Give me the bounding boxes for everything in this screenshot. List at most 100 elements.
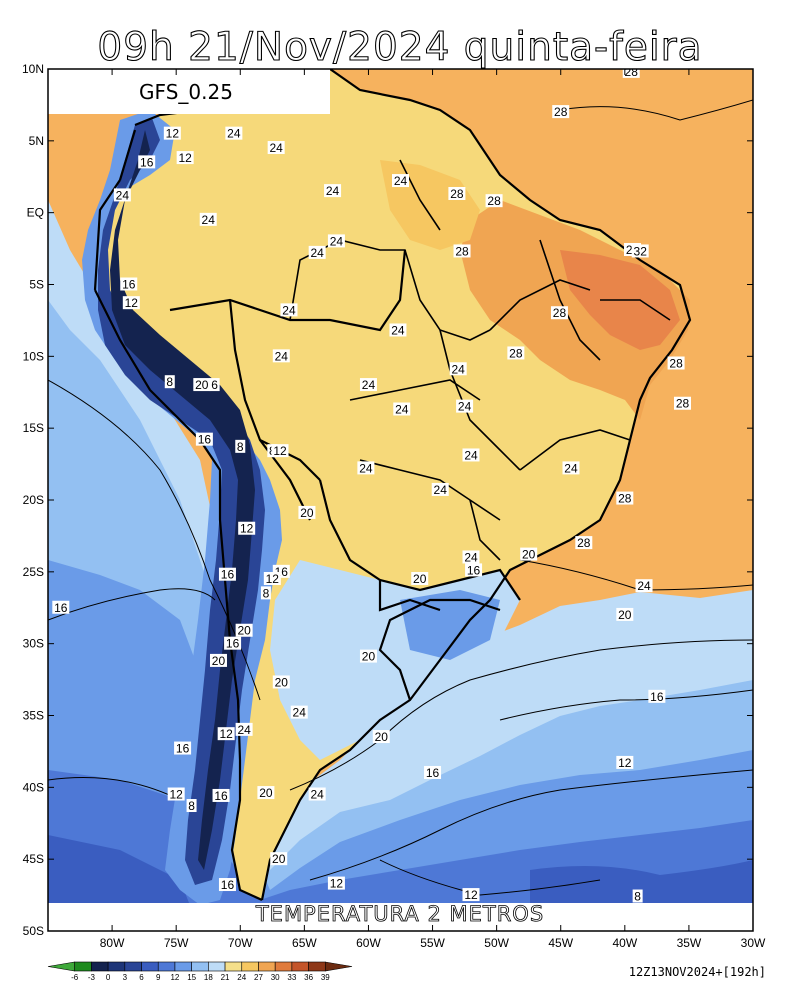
isotherm-label: 8 bbox=[237, 440, 244, 454]
isotherm-label: 24 bbox=[269, 141, 283, 155]
isotherm-label: 8 bbox=[634, 890, 641, 904]
isotherm-label: 16 bbox=[140, 155, 154, 169]
isotherm-label: 28 bbox=[577, 536, 591, 550]
colorbar-label: 33 bbox=[287, 973, 296, 982]
isotherm-label: 28 bbox=[553, 306, 567, 320]
isotherm-label: 24 bbox=[362, 378, 376, 392]
isotherm-label-bg bbox=[218, 567, 236, 581]
colorbar-swatch bbox=[157, 961, 176, 972]
isotherm-label: 28 bbox=[676, 397, 690, 411]
isotherm-label-bg bbox=[359, 378, 377, 392]
isotherm-label-bg bbox=[195, 432, 213, 446]
isotherm-label-bg bbox=[209, 378, 220, 392]
isotherm-label: 8 bbox=[166, 375, 173, 389]
colorbar-swatch bbox=[208, 961, 226, 972]
isotherm-label-bg bbox=[193, 378, 211, 392]
lat-tick-label: 50S bbox=[23, 924, 44, 938]
isotherm-label: 28 bbox=[554, 105, 568, 119]
lat-tick-label: EQ bbox=[27, 206, 44, 220]
isotherm-label: 24 bbox=[275, 349, 289, 363]
isotherm-label: 20 bbox=[413, 572, 427, 586]
isotherm-label: 24 bbox=[452, 362, 466, 376]
isotherm-label: 28 bbox=[509, 346, 523, 360]
colorbar-label: 24 bbox=[237, 973, 246, 982]
isotherm-label: 24 bbox=[311, 788, 325, 802]
isotherm-label: 12 bbox=[618, 756, 632, 770]
isotherm-label-bg bbox=[280, 303, 298, 317]
isotherm-label-bg bbox=[113, 188, 131, 202]
isotherm-label: 6 bbox=[211, 378, 218, 392]
isotherm-label: 12 bbox=[464, 888, 478, 902]
isotherm-label: 24 bbox=[330, 234, 344, 248]
isotherm-label-bg bbox=[217, 727, 235, 741]
model-label-box bbox=[48, 69, 330, 114]
isotherm-label-bg bbox=[209, 653, 227, 667]
isotherm-label: 32 bbox=[634, 244, 648, 258]
colorbar-label: 15 bbox=[187, 973, 196, 982]
isotherm-label-bg bbox=[164, 375, 175, 389]
isotherm-label: 16 bbox=[176, 742, 190, 756]
isotherm-label-bg bbox=[449, 362, 467, 376]
isotherm-label-bg bbox=[465, 563, 483, 577]
isotherm-label-bg bbox=[550, 306, 568, 320]
colorbar-swatch bbox=[91, 961, 109, 972]
isotherm-label: 12 bbox=[125, 296, 139, 310]
isotherm-label-bg bbox=[235, 623, 253, 637]
isotherm-label-bg bbox=[631, 244, 649, 258]
isotherm-label-bg bbox=[272, 349, 290, 363]
colorbar-swatch bbox=[191, 961, 209, 972]
isotherm-label-bg bbox=[552, 105, 570, 119]
isotherm-label-bg bbox=[122, 296, 140, 310]
hot-region-28 bbox=[460, 200, 690, 420]
isotherm-label-bg bbox=[225, 126, 243, 140]
isotherm-label: 12 bbox=[166, 127, 180, 141]
isotherm-label: 16 bbox=[198, 433, 212, 447]
lat-tick-label: 40S bbox=[23, 780, 44, 794]
colorbar-label: 12 bbox=[170, 973, 179, 982]
lon-tick-label: 75W bbox=[164, 936, 189, 950]
isotherm-label: 24 bbox=[434, 483, 448, 497]
colorbar-label: 36 bbox=[304, 973, 313, 982]
cool-land-15 bbox=[400, 590, 500, 660]
isotherm-label: 12 bbox=[273, 444, 287, 458]
isotherm-label: 16 bbox=[122, 278, 136, 292]
isotherm-label: 20 bbox=[522, 548, 536, 562]
isotherm-label-bg bbox=[635, 579, 653, 593]
colorbar-label: 27 bbox=[254, 973, 263, 982]
isotherm-label: 28 bbox=[669, 357, 683, 371]
isotherm-label-bg bbox=[260, 586, 271, 600]
isotherm-label-bg bbox=[648, 689, 666, 703]
colorbar-swatch bbox=[141, 961, 159, 972]
map-title: 09h 21/Nov/2024 quinta-feira bbox=[97, 25, 702, 70]
lat-tick-label: 45S bbox=[23, 852, 44, 866]
colorbar-label: 3 bbox=[123, 973, 128, 982]
colorbar-label: 6 bbox=[139, 973, 144, 982]
isotherm-label: 20 bbox=[375, 730, 389, 744]
isotherm-label-bg bbox=[674, 396, 691, 410]
isotherm-label: 28 bbox=[625, 65, 639, 79]
isotherm-label-bg bbox=[176, 151, 194, 165]
isotherm-label-bg bbox=[327, 234, 345, 248]
colorbar-label: 18 bbox=[204, 973, 213, 982]
isotherm-label: 24 bbox=[326, 184, 340, 198]
isotherm-label: 24 bbox=[202, 213, 216, 227]
isotherm-label-bg bbox=[431, 482, 449, 496]
isotherm-label-bg bbox=[456, 399, 474, 413]
variable-label-box bbox=[48, 903, 753, 931]
variable-label: TEMPERATURA 2 METROS bbox=[255, 902, 544, 926]
colorbar-swatch bbox=[324, 961, 353, 972]
isotherm-label: 20 bbox=[272, 852, 286, 866]
lat-tick-label: 15S bbox=[23, 421, 44, 435]
isotherm-label-bg bbox=[389, 323, 407, 337]
isotherm-label-bg bbox=[224, 636, 242, 650]
colorbar-swatch bbox=[241, 961, 259, 972]
colorbar-swatch bbox=[124, 961, 142, 972]
isotherm-label-bg bbox=[485, 194, 503, 208]
isotherm-label: 16 bbox=[226, 637, 240, 651]
isotherm-label: 24 bbox=[391, 323, 405, 337]
isotherm-label: 12 bbox=[330, 877, 344, 891]
isotherm-label: 28 bbox=[455, 244, 469, 258]
isotherm-label: 20 bbox=[362, 650, 376, 664]
isotherm-label: 12 bbox=[219, 727, 233, 741]
colorbar-swatch bbox=[258, 961, 276, 972]
